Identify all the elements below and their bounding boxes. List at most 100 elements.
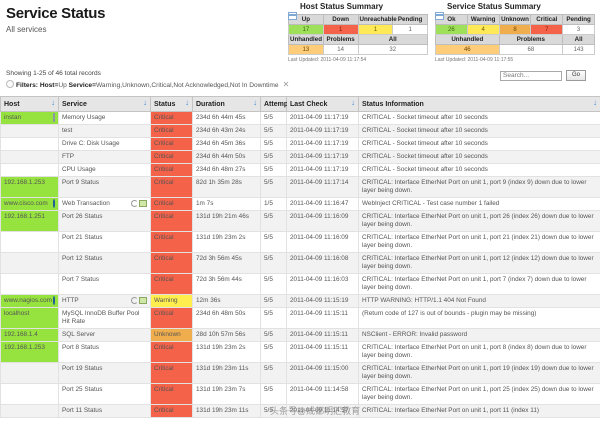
host-count-all[interactable]: 32 xyxy=(357,44,428,55)
column-label-attempt: Attempt xyxy=(264,100,291,108)
host-name: www.cisco.com xyxy=(4,200,48,207)
cell-service[interactable]: Port 21 Status xyxy=(58,231,151,253)
service-name[interactable]: Web Transaction xyxy=(62,200,110,207)
sort-arrow-icon[interactable]: ↓ xyxy=(253,98,257,107)
host-count-pending[interactable]: 1 xyxy=(392,24,428,35)
service-name[interactable]: Port 7 Status xyxy=(62,276,99,283)
search-input[interactable] xyxy=(500,70,562,81)
service-summary-title: Service Status Summary xyxy=(447,2,541,11)
clear-filter-icon[interactable]: ✕ xyxy=(282,80,290,89)
cell-attempt: 5/5 xyxy=(260,328,287,342)
cell-host[interactable]: instan xyxy=(0,111,59,125)
cell-last-check: 2011-04-09 11:15:11 xyxy=(286,341,359,363)
cell-service[interactable]: CPU Usage xyxy=(58,163,151,177)
column-header-host[interactable]: Host ↓ xyxy=(0,96,59,112)
service-name[interactable]: Port 25 Status xyxy=(62,386,103,393)
cell-service[interactable]: Port 12 Status xyxy=(58,252,151,274)
cell-service[interactable]: Port 25 Status xyxy=(58,383,151,405)
service-name[interactable]: HTTP xyxy=(62,297,79,304)
cell-duration: 131d 19h 23m 11s xyxy=(192,362,261,384)
graph-icon[interactable] xyxy=(139,297,147,304)
cell-service[interactable]: test xyxy=(58,124,151,138)
host-col-unhandled: Unhandled xyxy=(288,34,324,45)
cell-service[interactable]: Port 19 Status xyxy=(58,362,151,384)
column-header-service[interactable]: Service ↓ xyxy=(58,96,151,112)
sort-arrow-icon[interactable]: ↓ xyxy=(51,98,55,107)
host-count-problems[interactable]: 14 xyxy=(322,44,359,55)
cell-host[interactable]: 192.168.1.253 xyxy=(0,176,59,198)
service-name[interactable]: test xyxy=(62,127,73,134)
svc-count-problems[interactable]: 68 xyxy=(498,44,564,55)
cell-duration: 234d 6h 45m 36s xyxy=(192,137,261,151)
svc-count-unhandled[interactable]: 46 xyxy=(435,44,500,55)
service-name[interactable]: Port 21 Status xyxy=(62,234,103,241)
cell-service[interactable]: Port 7 Status xyxy=(58,273,151,295)
cell-last-check: 2011-04-09 11:14:58 xyxy=(286,383,359,405)
service-name[interactable]: Port 12 Status xyxy=(62,255,103,262)
column-header-last-check[interactable]: Last Check ↓ xyxy=(286,96,359,112)
cell-last-check: 2011-04-09 11:16:47 xyxy=(286,197,359,211)
svc-count-all[interactable]: 143 xyxy=(562,44,595,55)
cell-host[interactable]: www.cisco.com xyxy=(0,197,59,211)
service-icons[interactable] xyxy=(131,200,147,207)
cell-host[interactable]: 192.168.1.4 xyxy=(0,328,59,342)
cell-service[interactable]: Memory Usage xyxy=(58,111,151,125)
service-icons[interactable] xyxy=(131,297,147,304)
cell-service[interactable]: Port 8 Status xyxy=(58,341,151,363)
cell-host[interactable]: 192.168.1.251 xyxy=(0,210,59,232)
column-header-status[interactable]: Status ↓ xyxy=(150,96,193,112)
svc-count-pending[interactable]: 3 xyxy=(562,24,595,35)
service-name[interactable]: Port 26 Status xyxy=(62,213,103,220)
service-summary-updated: Last Updated: 2011-04-09 11:17:55 xyxy=(435,57,514,63)
service-name[interactable]: Memory Usage xyxy=(62,114,106,121)
cell-service[interactable]: Port 11 Status xyxy=(58,404,151,418)
cell-service[interactable]: Web Transaction xyxy=(58,197,151,211)
cell-service[interactable]: FTP xyxy=(58,150,151,164)
service-name[interactable]: Drive C: Disk Usage xyxy=(62,140,120,147)
service-name[interactable]: Port 8 Status xyxy=(62,344,99,351)
host-count-down[interactable]: 1 xyxy=(322,24,359,35)
host-count-up[interactable]: 17 xyxy=(288,24,324,35)
host-col-problems: Problems xyxy=(322,34,359,45)
search-go-button[interactable]: Go xyxy=(566,70,586,81)
table-row: Drive C: Disk Usage Critical 234d 6h 45m 3… xyxy=(0,137,600,151)
service-name[interactable]: CPU Usage xyxy=(62,166,96,173)
cell-attempt: 5/5 xyxy=(260,341,287,363)
cell-service[interactable]: HTTP xyxy=(58,294,151,308)
svc-count-unknown[interactable]: 8 xyxy=(498,24,532,35)
sort-arrow-icon[interactable]: ↓ xyxy=(185,98,189,107)
host-count-unhandled[interactable]: 13 xyxy=(288,44,324,55)
service-name[interactable]: SQL Server xyxy=(62,331,96,338)
cell-service[interactable]: SQL Server xyxy=(58,328,151,342)
service-name[interactable]: MySQL InnoDB Buffer Pool Hit Rate xyxy=(62,310,140,325)
cell-host[interactable]: www.nagios.com xyxy=(0,294,59,308)
cell-service[interactable]: Drive C: Disk Usage xyxy=(58,137,151,151)
svc-count-warning[interactable]: 4 xyxy=(466,24,500,35)
service-name[interactable]: Port 9 Status xyxy=(62,179,99,186)
svc-count-critical[interactable]: 7 xyxy=(530,24,564,35)
svc-count-ok[interactable]: 26 xyxy=(435,24,468,35)
refresh-icon[interactable] xyxy=(131,297,138,304)
cell-service[interactable]: MySQL InnoDB Buffer Pool Hit Rate xyxy=(58,307,151,329)
refresh-icon[interactable] xyxy=(131,200,138,207)
graph-icon[interactable] xyxy=(139,200,147,207)
column-header-duration[interactable]: Duration ↓ xyxy=(192,96,261,112)
service-name[interactable]: Port 11 Status xyxy=(62,407,103,414)
sort-arrow-icon[interactable]: ↓ xyxy=(351,98,355,107)
table-row: Port 11 Status Critical 131d 19h 23m 11s 5/… xyxy=(0,404,600,418)
cell-host[interactable]: localhost xyxy=(0,307,59,329)
filter-service-value: Warning,Unknown,Critical,Not Acknowledge… xyxy=(95,82,279,89)
column-header-status-information[interactable]: Status Information ↓ xyxy=(358,96,600,112)
cell-host[interactable]: 192.168.1.253 xyxy=(0,341,59,363)
sort-arrow-icon[interactable]: ↓ xyxy=(143,98,147,107)
service-name[interactable]: FTP xyxy=(62,153,75,160)
service-name[interactable]: Port 19 Status xyxy=(62,365,103,372)
cell-last-check: 2011-04-09 11:17:19 xyxy=(286,111,359,125)
host-count-unreachable[interactable]: 1 xyxy=(357,24,394,35)
column-header-attempt[interactable]: Attempt xyxy=(260,96,291,112)
status-badge: Critical xyxy=(150,197,193,211)
cell-duration: 131d 19h 23m 2s xyxy=(192,231,261,253)
cell-service[interactable]: Port 26 Status xyxy=(58,210,151,232)
cell-service[interactable]: Port 9 Status xyxy=(58,176,151,198)
sort-arrow-icon[interactable]: ↓ xyxy=(593,98,597,107)
